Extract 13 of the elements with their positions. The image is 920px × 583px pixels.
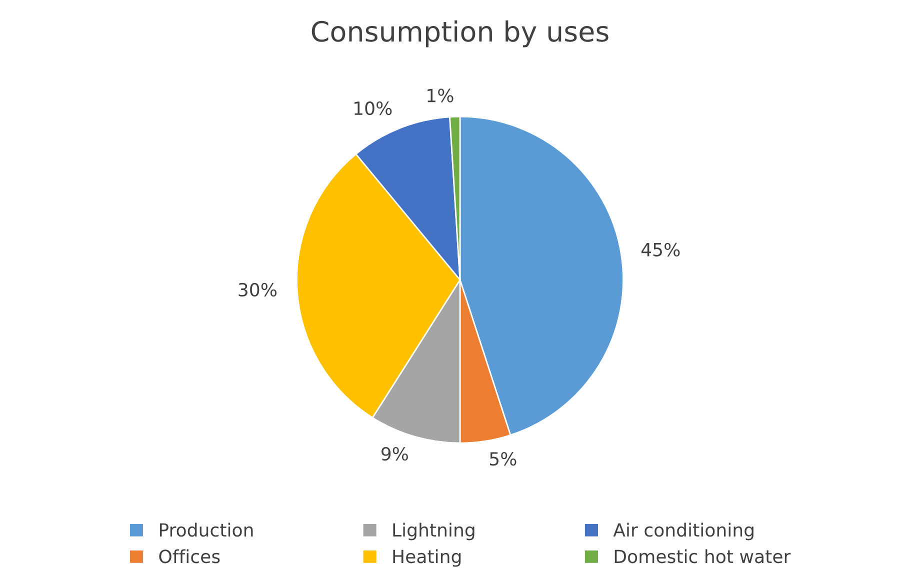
legend-label: Heating: [393, 549, 461, 567]
legend-label: Domestic hot water: [614, 549, 791, 564]
legend-label: Offices: [159, 549, 220, 564]
data-label: 45%: [641, 242, 680, 256]
data-label: 10%: [354, 101, 392, 116]
legend-label: Lightning: [393, 522, 474, 540]
legend-label: Air conditioning: [613, 522, 754, 540]
data-label: 1%: [428, 88, 454, 102]
data-label: 30%: [238, 282, 277, 297]
legend-label: Production: [160, 522, 253, 537]
chart-title: Consumption by uses: [312, 20, 608, 48]
data-label: 5%: [490, 452, 516, 466]
data-label: 9%: [381, 446, 408, 461]
